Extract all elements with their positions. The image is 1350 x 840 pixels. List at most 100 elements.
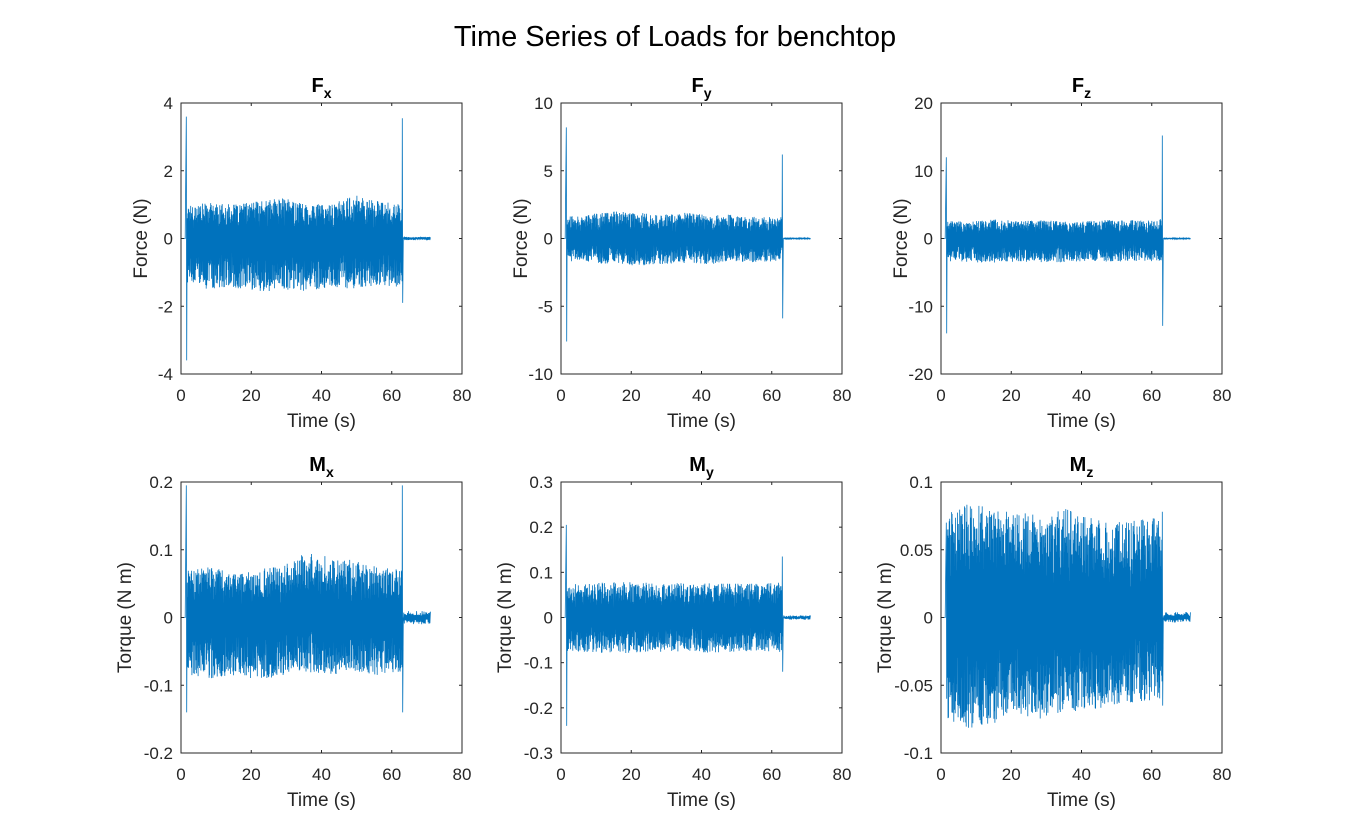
x-tick-label: 80 xyxy=(1213,386,1232,405)
figure-title: Time Series of Loads for benchtop xyxy=(454,21,896,53)
y-tick-label: -10 xyxy=(528,365,553,384)
x-tick-label: 0 xyxy=(176,386,185,405)
x-tick-label: 60 xyxy=(762,386,781,405)
subplot-title-main: F xyxy=(311,75,323,97)
y-tick-label: 0.3 xyxy=(529,473,553,492)
series-line xyxy=(561,127,811,342)
y-tick-label: 0 xyxy=(544,230,553,249)
y-axis-label: Torque (N m) xyxy=(875,562,896,673)
subplot-title-main: F xyxy=(691,75,703,97)
y-tick-label: 0.2 xyxy=(149,473,173,492)
y-tick-label: -5 xyxy=(538,297,553,316)
y-tick-label: 10 xyxy=(914,162,933,181)
x-tick-label: 60 xyxy=(1142,765,1161,784)
subplot-mx: 0 20 40 60 80 -0.2 -0.1 0 0.1 0.2 Mx Time (s) Torque… xyxy=(115,454,471,811)
y-tick-label: 10 xyxy=(534,94,553,113)
x-tick-label: 80 xyxy=(833,386,852,405)
y-tick-label: 0.1 xyxy=(909,473,933,492)
y-tick-label: 0.1 xyxy=(529,563,553,582)
y-axis-label: Force (N) xyxy=(131,198,152,278)
subplot-title: Mz xyxy=(1070,454,1094,480)
y-axis-label: Force (N) xyxy=(891,198,912,278)
series-line xyxy=(941,135,1191,334)
y-tick-label: -4 xyxy=(158,365,173,384)
x-tick-label: 80 xyxy=(453,765,472,784)
series-line xyxy=(181,116,431,361)
subplot-title: Fz xyxy=(1072,75,1091,101)
x-tick-label: 40 xyxy=(312,765,331,784)
x-tick-label: 0 xyxy=(936,765,945,784)
subplot-title-sub: x xyxy=(324,85,332,101)
x-axis-label: Time (s) xyxy=(1047,790,1116,811)
x-axis-label: Time (s) xyxy=(287,411,356,432)
x-tick-label: 40 xyxy=(692,386,711,405)
subplot-title-sub: y xyxy=(706,464,714,480)
subplot-mz: 0 20 40 60 80 -0.1 -0.05 0 0.05 0.1 Mz Time (s) Torq… xyxy=(875,454,1231,811)
x-tick-label: 60 xyxy=(1142,386,1161,405)
y-tick-label: -0.1 xyxy=(524,654,553,673)
y-tick-label: -0.1 xyxy=(144,676,173,695)
x-tick-label: 40 xyxy=(1072,765,1091,784)
subplot-fz: 0 20 40 60 80 -20 -10 0 10 20 Fz Time (s) Force (N) xyxy=(891,75,1231,432)
x-tick-label: 60 xyxy=(762,765,781,784)
series-line xyxy=(561,524,811,726)
y-tick-label: 0 xyxy=(164,609,173,628)
x-tick-label: 0 xyxy=(556,386,565,405)
y-tick-label: 2 xyxy=(164,162,173,181)
subplot-fx: 0 20 40 60 80 -4 -2 0 2 4 Fx Time (s) Force (N) xyxy=(131,75,471,432)
y-tick-label: 5 xyxy=(544,162,553,181)
y-tick-label: 20 xyxy=(914,94,933,113)
x-tick-label: 40 xyxy=(312,386,331,405)
x-axis-label: Time (s) xyxy=(287,790,356,811)
y-tick-label: 4 xyxy=(164,94,173,113)
y-tick-label: 0.1 xyxy=(149,541,173,560)
y-tick-label: -2 xyxy=(158,297,173,316)
x-tick-label: 40 xyxy=(1072,386,1091,405)
subplot-title: My xyxy=(689,454,714,480)
x-tick-label: 0 xyxy=(556,765,565,784)
y-tick-label: 0 xyxy=(544,609,553,628)
y-axis-label: Force (N) xyxy=(511,198,532,278)
subplot-title: Mx xyxy=(309,454,334,480)
x-axis-label: Time (s) xyxy=(667,411,736,432)
subplot-my: 0 20 40 60 80 -0.3 -0.2 -0.1 0 0.1 0.2 0.3 My Time (s… xyxy=(495,454,851,811)
subplot-title-main: F xyxy=(1072,75,1084,97)
y-tick-label: 0 xyxy=(164,230,173,249)
y-tick-label: -20 xyxy=(908,365,933,384)
subplot-title-sub: z xyxy=(1086,464,1093,480)
x-tick-label: 0 xyxy=(176,765,185,784)
subplot-title-sub: z xyxy=(1084,85,1091,101)
x-tick-label: 60 xyxy=(382,386,401,405)
y-tick-label: -0.2 xyxy=(524,699,553,718)
y-tick-label: 0 xyxy=(924,230,933,249)
x-tick-label: 80 xyxy=(833,765,852,784)
x-tick-label: 60 xyxy=(382,765,401,784)
x-tick-label: 0 xyxy=(936,386,945,405)
x-tick-label: 20 xyxy=(622,386,641,405)
y-tick-label: 0.05 xyxy=(900,541,933,560)
subplot-title: Fx xyxy=(311,75,331,101)
y-tick-label: -0.3 xyxy=(524,744,553,763)
y-tick-label: -0.2 xyxy=(144,744,173,763)
subplot-title-main: M xyxy=(309,454,326,476)
subplot-title-main: M xyxy=(1070,454,1087,476)
x-tick-label: 20 xyxy=(622,765,641,784)
series-line xyxy=(941,504,1191,728)
x-tick-label: 20 xyxy=(242,386,261,405)
x-tick-label: 40 xyxy=(692,765,711,784)
subplot-fy: 0 20 40 60 80 -10 -5 0 5 10 Fy Time (s) Force (N) xyxy=(511,75,851,432)
y-tick-label: -0.1 xyxy=(904,744,933,763)
y-axis-label: Torque (N m) xyxy=(115,562,136,673)
x-tick-label: 20 xyxy=(1002,765,1021,784)
y-tick-label: -0.05 xyxy=(894,676,933,695)
y-tick-label: 0 xyxy=(924,609,933,628)
y-axis-label: Torque (N m) xyxy=(495,562,516,673)
y-tick-label: 0.2 xyxy=(529,518,553,537)
x-tick-label: 20 xyxy=(242,765,261,784)
subplot-title: Fy xyxy=(691,75,711,101)
x-axis-label: Time (s) xyxy=(1047,411,1116,432)
subplot-title-sub: x xyxy=(326,464,334,480)
y-tick-label: -10 xyxy=(908,297,933,316)
subplot-title-sub: y xyxy=(704,85,712,101)
